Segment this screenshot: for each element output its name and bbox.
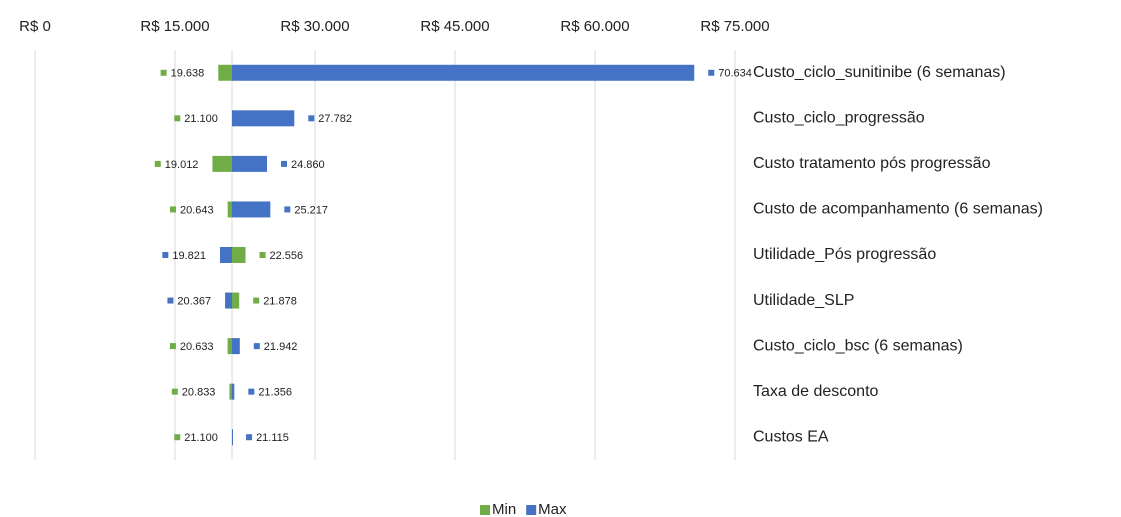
label-marker <box>154 160 161 167</box>
bar <box>232 292 240 309</box>
bar <box>229 383 233 400</box>
label-marker <box>246 434 253 441</box>
value-label: 21.100 <box>184 432 218 444</box>
category-label: Custo tratamento pós progressão <box>753 155 991 172</box>
bar <box>227 338 233 355</box>
category-label: Custo_ciclo_bsc (6 semanas) <box>753 337 963 354</box>
value-label: 20.367 <box>177 295 211 307</box>
category-label: Custo de acompanhamento (6 semanas) <box>753 201 1043 218</box>
value-label: 20.833 <box>182 387 216 399</box>
value-label: 20.633 <box>180 341 214 353</box>
value-label: 21.356 <box>258 387 292 399</box>
label-marker <box>174 434 181 441</box>
label-marker <box>259 252 266 258</box>
x-tick-label: R$ 15.000 <box>140 18 209 35</box>
value-label: 21.115 <box>256 432 289 444</box>
category-label: Utilidade_Pós progressão <box>753 246 936 263</box>
label-marker <box>171 388 178 395</box>
bar <box>232 383 235 400</box>
bar <box>232 201 271 218</box>
legend-label: Min <box>492 501 516 517</box>
x-tick-label: R$ 45.000 <box>420 18 489 35</box>
label-marker <box>284 206 291 213</box>
bar <box>232 338 240 355</box>
bar <box>212 155 233 172</box>
bar <box>232 155 268 172</box>
value-label: 21.942 <box>264 341 298 353</box>
value-label: 70.634 <box>718 68 752 80</box>
bar <box>218 64 233 81</box>
legend-marker <box>526 505 537 515</box>
category-label: Custo_ciclo_sunitinibe (6 semanas) <box>753 64 1006 81</box>
label-marker <box>160 69 167 76</box>
x-tick-label: R$ 60.000 <box>560 18 629 35</box>
legend-label: Max <box>538 501 567 517</box>
value-label: 24.860 <box>291 159 325 171</box>
value-label: 19.821 <box>172 250 206 262</box>
category-label: Utilidade_SLP <box>753 292 854 309</box>
label-marker <box>253 343 260 350</box>
label-marker <box>169 343 176 350</box>
value-label: 21.878 <box>263 295 297 307</box>
value-label: 20.643 <box>180 204 214 216</box>
legend-marker <box>480 505 490 515</box>
bar <box>232 64 695 81</box>
bar <box>219 247 233 263</box>
bar <box>227 201 233 218</box>
label-marker <box>170 206 177 213</box>
x-tick-label: R$ 0 <box>19 18 51 35</box>
bar <box>232 429 234 446</box>
x-tick-label: R$ 75.000 <box>700 18 769 35</box>
value-label: 19.012 <box>165 159 199 171</box>
label-marker <box>308 115 315 122</box>
value-label: 25.217 <box>294 204 328 216</box>
category-label: Custo_ciclo_progressão <box>753 110 925 127</box>
label-marker <box>162 252 169 258</box>
label-marker <box>174 115 181 122</box>
category-label: Taxa de desconto <box>753 383 879 400</box>
label-marker <box>167 297 174 304</box>
value-label: 22.556 <box>270 250 304 262</box>
category-label: Custos EA <box>753 428 829 445</box>
value-label: 27.782 <box>318 113 352 125</box>
bar <box>232 247 246 263</box>
value-label: 19.638 <box>171 68 205 80</box>
label-marker <box>281 160 288 167</box>
bar <box>225 292 233 309</box>
label-marker <box>248 388 255 395</box>
label-marker <box>253 297 260 304</box>
x-tick-label: R$ 30.000 <box>280 18 349 35</box>
bar <box>232 110 295 127</box>
label-marker <box>708 69 715 76</box>
value-label: 21.100 <box>184 113 218 125</box>
